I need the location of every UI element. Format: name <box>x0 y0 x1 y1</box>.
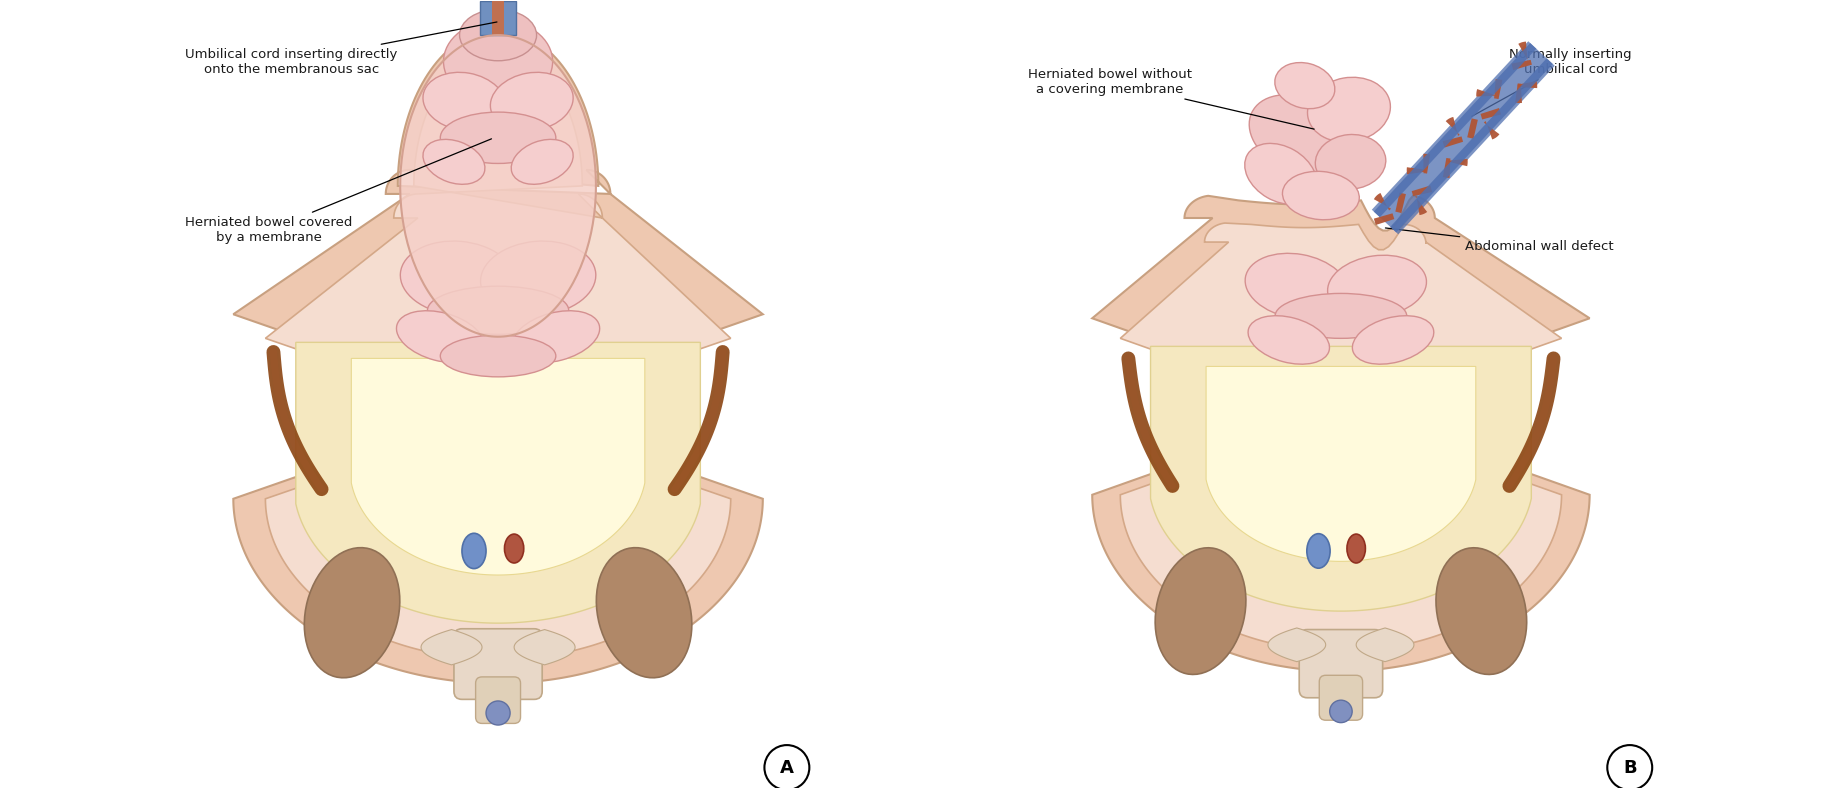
Text: B: B <box>1624 758 1637 776</box>
Ellipse shape <box>596 548 691 678</box>
Text: A: A <box>780 758 794 776</box>
Ellipse shape <box>1274 294 1407 338</box>
FancyBboxPatch shape <box>480 2 515 35</box>
Text: Herniated bowel covered
by a membrane: Herniated bowel covered by a membrane <box>186 139 491 244</box>
Ellipse shape <box>1315 134 1387 189</box>
Ellipse shape <box>423 73 506 131</box>
Ellipse shape <box>1245 144 1317 204</box>
Polygon shape <box>1120 223 1561 651</box>
Polygon shape <box>234 29 763 683</box>
Ellipse shape <box>443 20 554 103</box>
FancyBboxPatch shape <box>1319 675 1363 720</box>
Polygon shape <box>1151 346 1532 611</box>
Ellipse shape <box>1282 171 1359 220</box>
Polygon shape <box>401 35 596 337</box>
Ellipse shape <box>1352 316 1434 365</box>
Polygon shape <box>296 342 701 623</box>
Ellipse shape <box>1308 77 1390 142</box>
FancyBboxPatch shape <box>493 2 504 35</box>
Text: Normally inserting
umbilical cord: Normally inserting umbilical cord <box>1471 47 1631 116</box>
Ellipse shape <box>491 73 574 131</box>
Ellipse shape <box>303 548 399 678</box>
Polygon shape <box>1206 366 1475 561</box>
Ellipse shape <box>1328 255 1427 317</box>
Text: Herniated bowel without
a covering membrane: Herniated bowel without a covering membr… <box>1028 68 1315 129</box>
Polygon shape <box>421 630 482 665</box>
Ellipse shape <box>462 533 485 569</box>
Text: Umbilical cord inserting directly
onto the membranous sac: Umbilical cord inserting directly onto t… <box>186 22 497 76</box>
Ellipse shape <box>1274 62 1335 109</box>
Ellipse shape <box>1346 534 1365 563</box>
Text: Abdominal wall defect: Abdominal wall defect <box>1385 228 1615 252</box>
Ellipse shape <box>423 140 485 185</box>
Polygon shape <box>515 630 576 665</box>
Ellipse shape <box>1308 533 1330 568</box>
FancyBboxPatch shape <box>454 629 543 699</box>
Ellipse shape <box>1436 548 1526 675</box>
Ellipse shape <box>401 241 515 316</box>
Polygon shape <box>1355 628 1414 662</box>
Ellipse shape <box>1249 95 1344 173</box>
Polygon shape <box>1092 196 1589 671</box>
Ellipse shape <box>427 286 568 335</box>
Polygon shape <box>265 50 730 660</box>
Polygon shape <box>1267 628 1326 662</box>
Ellipse shape <box>1245 253 1348 319</box>
Ellipse shape <box>440 112 555 163</box>
Ellipse shape <box>1249 316 1330 365</box>
Ellipse shape <box>460 9 537 61</box>
Ellipse shape <box>397 311 484 363</box>
Ellipse shape <box>504 534 524 563</box>
Ellipse shape <box>511 140 574 185</box>
FancyBboxPatch shape <box>476 677 520 724</box>
Ellipse shape <box>485 701 509 725</box>
Ellipse shape <box>1330 700 1352 723</box>
Ellipse shape <box>511 311 600 363</box>
Ellipse shape <box>480 241 596 316</box>
FancyBboxPatch shape <box>1298 630 1383 697</box>
Ellipse shape <box>1155 548 1245 675</box>
Ellipse shape <box>440 335 555 377</box>
Polygon shape <box>351 358 645 575</box>
